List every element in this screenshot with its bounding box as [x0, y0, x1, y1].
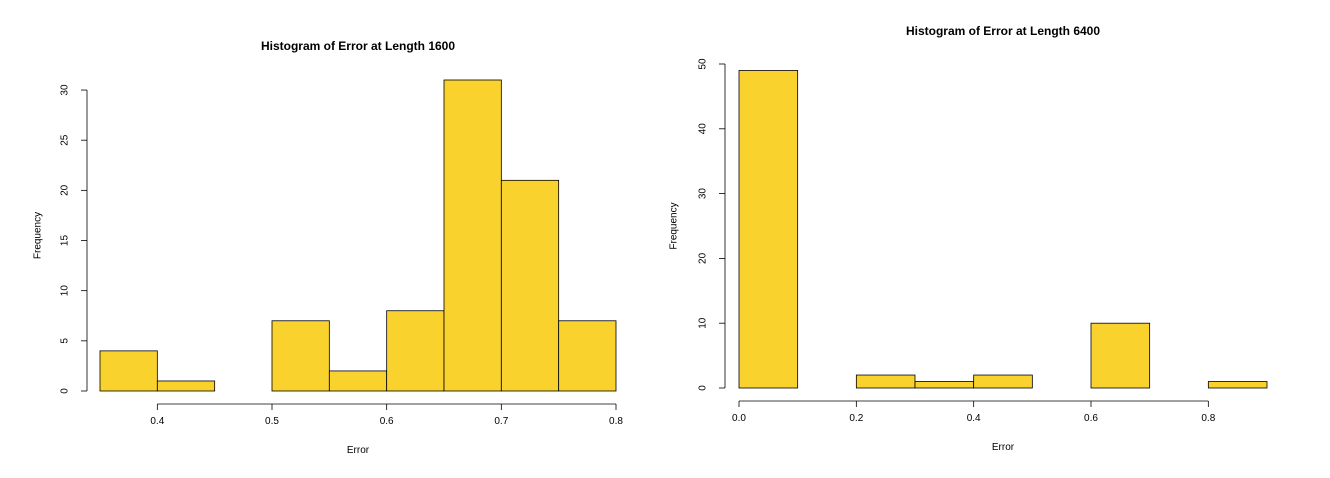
histogram-bar	[1090, 322, 1151, 389]
y-axis-label: Frequency	[33, 212, 44, 259]
y-tick-label: 30	[60, 84, 71, 96]
x-axis-label: Error	[992, 442, 1015, 453]
histogram-bar	[443, 79, 502, 392]
histogram-bar	[855, 374, 916, 389]
histogram-bar	[156, 380, 216, 392]
x-tick-label: 0.6	[380, 416, 394, 427]
histogram-bar	[328, 370, 388, 392]
y-tick-label: 40	[698, 123, 709, 135]
x-tick-label: 0.0	[732, 413, 746, 424]
x-tick-label: 0.6	[1084, 413, 1098, 424]
x-tick-label: 0.2	[849, 413, 863, 424]
histogram-bar	[271, 320, 330, 392]
chart-title: Histogram of Error at Length 1600	[261, 39, 455, 53]
histogram-bar	[914, 381, 975, 389]
x-tick-label: 0.7	[494, 416, 508, 427]
x-tick-label: 0.8	[1201, 413, 1215, 424]
y-axis-label: Frequency	[669, 202, 680, 249]
y-tick-label: 20	[60, 184, 71, 196]
histogram-panel-length-1600: Histogram of Error at Length 1600 0.4 0.5 0…	[33, 39, 624, 456]
histogram-bar	[973, 374, 1033, 389]
histogram-length-6400: Histogram of Error at Length 6400 0.0 0.2 0…	[669, 24, 1268, 453]
y-tick-label: 50	[698, 58, 709, 70]
y-tick-label: 30	[698, 188, 709, 200]
y-tick-label: 20	[698, 252, 709, 264]
histogram-bar	[738, 70, 799, 389]
x-tick-label: 0.8	[609, 416, 623, 427]
x-tick-label: 0.4	[150, 416, 164, 427]
histogram-bar	[99, 350, 158, 392]
y-tick-label: 10	[60, 285, 71, 297]
histogram-bar	[386, 310, 445, 392]
x-tick-label: 0.5	[265, 416, 279, 427]
y-tick-label: 15	[60, 235, 71, 247]
chart-title: Histogram of Error at Length 6400	[906, 24, 1100, 38]
histogram-bar	[500, 179, 560, 392]
y-tick-label: 0	[698, 385, 709, 391]
x-axis-label: Error	[347, 445, 370, 456]
histogram-bar	[1207, 381, 1268, 389]
histogram-bar	[558, 320, 617, 392]
y-tick-label: 10	[698, 317, 709, 329]
y-tick-label: 25	[60, 134, 71, 146]
y-tick-label: 5	[60, 338, 71, 344]
x-tick-label: 0.4	[967, 413, 981, 424]
y-tick-label: 0	[60, 388, 71, 394]
histogram-length-1600: Histogram of Error at Length 1600 0.4 0.5 0…	[33, 39, 624, 456]
histogram-panel-length-6400: Histogram of Error at Length 6400 0.0 0.2 0…	[665, 0, 1330, 478]
